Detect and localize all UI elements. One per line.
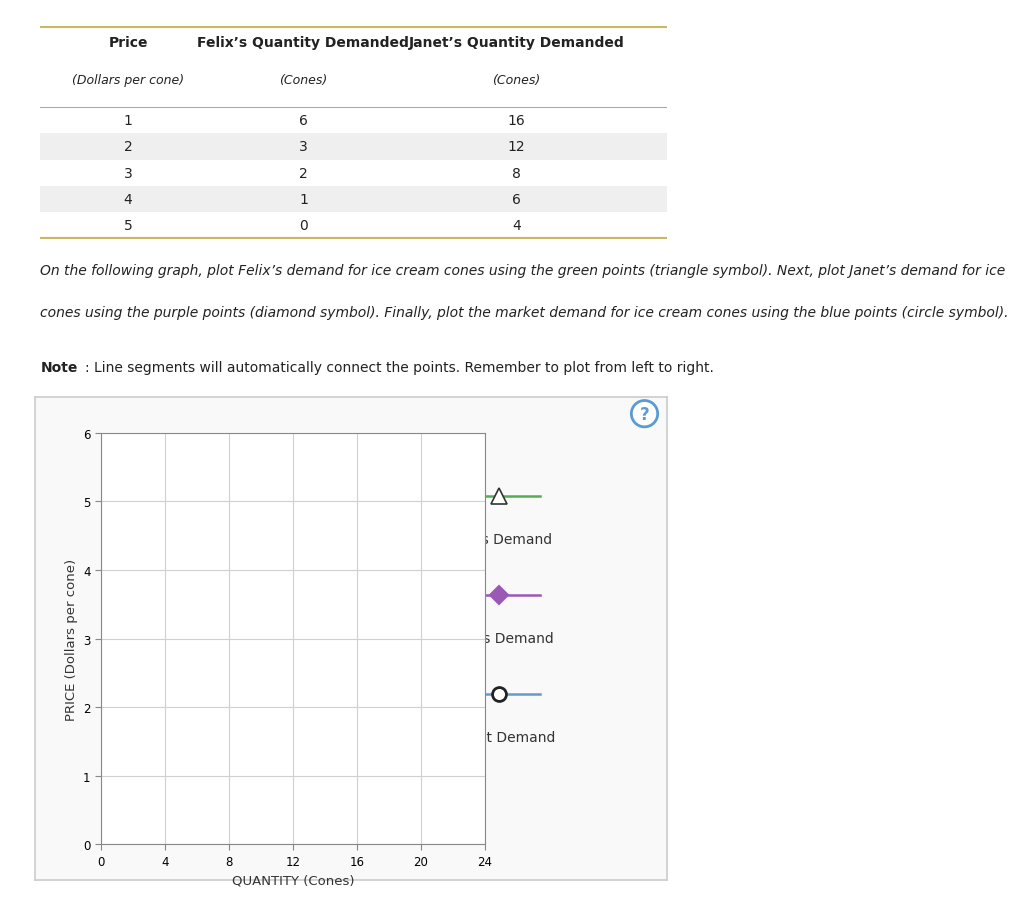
Text: 12: 12: [507, 140, 525, 154]
Text: Price: Price: [108, 35, 147, 50]
Text: 2: 2: [299, 166, 308, 181]
Text: Felix’s Quantity Demanded: Felix’s Quantity Demanded: [198, 35, 409, 50]
Text: 4: 4: [123, 193, 132, 207]
Text: Market Demand: Market Demand: [443, 731, 556, 745]
Text: Janet’s Quantity Demanded: Janet’s Quantity Demanded: [408, 35, 624, 50]
Text: On the following graph, plot Felix’s demand for ice cream cones using the green : On the following graph, plot Felix’s dem…: [40, 264, 1010, 277]
X-axis label: QUANTITY (Cones): QUANTITY (Cones): [231, 873, 355, 886]
Bar: [40, 134, 667, 161]
Text: 4: 4: [512, 219, 521, 233]
Text: ?: ?: [639, 405, 649, 424]
Text: 3: 3: [299, 140, 308, 154]
Text: 5: 5: [123, 219, 132, 233]
Text: 16: 16: [507, 114, 525, 128]
Text: Janet's Demand: Janet's Demand: [444, 631, 554, 646]
Text: 0: 0: [299, 219, 308, 233]
Y-axis label: PRICE (Dollars per cone): PRICE (Dollars per cone): [65, 558, 78, 720]
Text: 3: 3: [123, 166, 132, 181]
Text: (Cones): (Cones): [280, 74, 327, 87]
Text: 1: 1: [299, 193, 308, 207]
Text: : Line segments will automatically connect the points. Remember to plot from lef: : Line segments will automatically conne…: [86, 360, 714, 374]
Text: Note: Note: [40, 360, 78, 374]
Bar: [40, 187, 667, 213]
Text: (Cones): (Cones): [492, 74, 540, 87]
Text: 2: 2: [123, 140, 132, 154]
Text: 1: 1: [123, 114, 132, 128]
Text: Felix's Demand: Felix's Demand: [446, 533, 552, 546]
Text: (Dollars per cone): (Dollars per cone): [72, 74, 184, 87]
Text: 8: 8: [512, 166, 521, 181]
Text: 6: 6: [299, 114, 308, 128]
Text: 6: 6: [512, 193, 521, 207]
Text: cones using the purple points (diamond symbol). Finally, plot the market demand : cones using the purple points (diamond s…: [40, 305, 1009, 319]
